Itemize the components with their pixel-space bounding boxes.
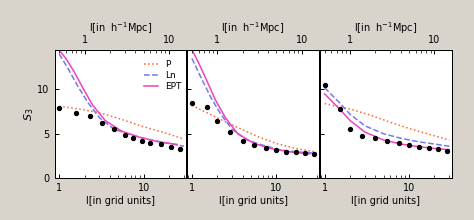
Point: [273, 148, 280, 152]
Point: [239, 139, 246, 143]
Point: [346, 128, 354, 131]
Point: [262, 146, 270, 150]
Point: [146, 141, 154, 145]
Point: [138, 139, 146, 143]
Y-axis label: $S_3$: $S_3$: [22, 107, 36, 121]
Point: [55, 106, 63, 110]
Point: [121, 133, 129, 137]
Point: [129, 136, 137, 140]
X-axis label: l[in grid units]: l[in grid units]: [219, 196, 288, 206]
X-axis label: l[in  h$^{-1}$Mpc]: l[in h$^{-1}$Mpc]: [354, 20, 418, 36]
Point: [443, 149, 451, 152]
Point: [282, 150, 290, 153]
X-axis label: l[in  h$^{-1}$Mpc]: l[in h$^{-1}$Mpc]: [89, 20, 152, 36]
X-axis label: l[in  h$^{-1}$Mpc]: l[in h$^{-1}$Mpc]: [221, 20, 285, 36]
Point: [336, 107, 343, 111]
Point: [203, 105, 210, 109]
Point: [188, 101, 196, 104]
X-axis label: l[in grid units]: l[in grid units]: [86, 196, 155, 206]
Point: [415, 145, 422, 149]
Point: [110, 127, 118, 131]
Point: [214, 119, 221, 122]
Point: [251, 143, 258, 147]
Point: [226, 130, 234, 134]
Legend: P, Ln, EPT: P, Ln, EPT: [142, 58, 183, 93]
Point: [425, 146, 432, 150]
Point: [73, 112, 80, 115]
Point: [434, 148, 442, 151]
Point: [157, 143, 164, 146]
Point: [310, 152, 318, 155]
Point: [301, 151, 309, 155]
Point: [167, 145, 174, 149]
Point: [395, 141, 402, 145]
Point: [86, 114, 93, 117]
Point: [292, 151, 300, 154]
Point: [176, 147, 184, 151]
Point: [405, 143, 413, 147]
Point: [372, 136, 379, 140]
Point: [321, 83, 328, 87]
X-axis label: l[in grid units]: l[in grid units]: [351, 196, 420, 206]
Point: [359, 134, 366, 137]
Point: [383, 139, 391, 143]
Point: [98, 121, 106, 125]
